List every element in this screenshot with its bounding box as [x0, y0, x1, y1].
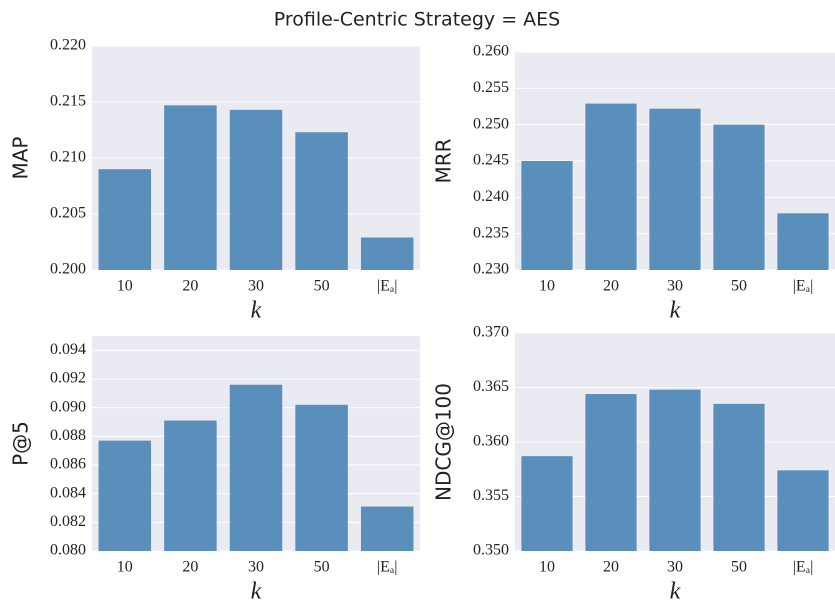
y-tick-label: 0.210 [50, 149, 86, 166]
x-tick-label: 10 [539, 278, 555, 295]
y-tick-label: 0.220 [50, 37, 86, 54]
y-axis-label: MRR [432, 138, 456, 183]
y-tick-label: 0.360 [473, 433, 509, 450]
y-tick-label: 0.235 [473, 224, 509, 241]
y-tick-label: 0.080 [50, 542, 86, 559]
y-tick-label: 0.230 [473, 261, 509, 278]
bar [295, 404, 348, 551]
bar [164, 420, 217, 551]
x-tick-label: 20 [182, 278, 198, 295]
y-tick-label: 0.084 [50, 484, 86, 501]
x-tick-label: |Eₐ| [793, 278, 814, 295]
x-tick-label: 30 [248, 278, 264, 295]
bar [521, 161, 573, 270]
y-tick-label: 0.365 [473, 378, 509, 395]
bar [229, 384, 283, 551]
bar [164, 105, 217, 270]
x-tick-label: 20 [182, 559, 198, 576]
figure-title: Profile-Centric Strategy = AES [274, 9, 560, 31]
x-tick-label: |Eₐ| [377, 559, 398, 576]
bar [777, 213, 829, 270]
bar [521, 456, 573, 551]
bar [98, 169, 152, 270]
x-tick-label: 10 [117, 559, 133, 576]
x-axis-label: k [670, 298, 681, 324]
y-tick-label: 0.350 [473, 542, 509, 559]
bar [649, 108, 701, 271]
y-axis-label: P@5 [9, 421, 33, 466]
x-tick-label: 50 [314, 278, 330, 295]
y-tick-label: 0.082 [50, 513, 86, 530]
x-tick-label: 30 [667, 559, 683, 576]
y-tick-label: 0.094 [50, 341, 86, 358]
y-tick-label: 0.088 [50, 427, 86, 444]
y-tick-label: 0.240 [473, 188, 509, 205]
x-axis-label: k [670, 579, 681, 605]
y-tick-label: 0.092 [50, 370, 86, 387]
x-tick-label: |Eₐ| [377, 278, 398, 295]
y-axis-label: MAP [9, 137, 33, 180]
x-tick-label: 10 [117, 278, 133, 295]
y-tick-label: 0.215 [50, 93, 86, 110]
y-tick-label: 0.245 [473, 152, 509, 169]
x-tick-label: 30 [667, 278, 683, 295]
x-tick-label: 30 [248, 559, 264, 576]
x-tick-label: 20 [603, 278, 619, 295]
bar [713, 403, 765, 551]
x-tick-label: 50 [731, 278, 747, 295]
y-tick-label: 0.255 [473, 79, 509, 96]
x-axis-label: k [251, 579, 262, 605]
bar [98, 440, 152, 551]
y-tick-label: 0.355 [473, 487, 509, 504]
bar [360, 237, 414, 270]
y-tick-label: 0.370 [473, 324, 509, 341]
bar [777, 470, 829, 551]
bar [360, 506, 414, 551]
bar [295, 132, 348, 270]
y-tick-label: 0.086 [50, 456, 86, 473]
x-tick-label: 10 [539, 559, 555, 576]
bar [229, 109, 283, 270]
x-tick-label: 50 [314, 559, 330, 576]
y-tick-label: 0.205 [50, 205, 86, 222]
x-tick-label: |Eₐ| [793, 559, 814, 576]
bar [649, 389, 701, 551]
x-tick-label: 50 [731, 559, 747, 576]
y-tick-label: 0.260 [473, 43, 509, 60]
y-tick-label: 0.250 [473, 115, 509, 132]
bar [713, 124, 765, 271]
x-axis-label: k [251, 298, 262, 324]
y-axis-label: NDCG@100 [432, 383, 456, 501]
bar [585, 394, 637, 551]
y-tick-label: 0.200 [50, 261, 86, 278]
x-tick-label: 20 [603, 559, 619, 576]
bar [585, 103, 637, 271]
y-tick-label: 0.090 [50, 398, 86, 415]
